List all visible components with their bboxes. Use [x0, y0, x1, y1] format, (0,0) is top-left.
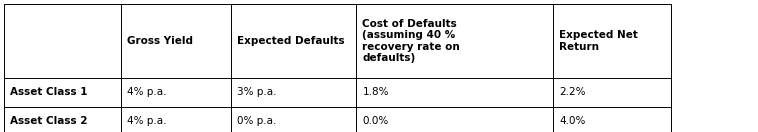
Text: Expected Defaults: Expected Defaults [237, 36, 345, 46]
Text: 1.8%: 1.8% [362, 87, 389, 97]
Text: Cost of Defaults
(assuming 40 %
recovery rate on
defaults): Cost of Defaults (assuming 40 % recovery… [362, 18, 460, 63]
Text: 2.2%: 2.2% [559, 87, 586, 97]
Text: Gross Yield: Gross Yield [127, 36, 193, 46]
Text: Asset Class 2: Asset Class 2 [10, 116, 87, 126]
Text: 0.0%: 0.0% [362, 116, 389, 126]
Bar [4, 4, 671, 132]
Text: 4% p.a.: 4% p.a. [127, 87, 167, 97]
Text: Expected Net
Return: Expected Net Return [559, 30, 638, 52]
Text: 4% p.a.: 4% p.a. [127, 116, 167, 126]
Text: 3% p.a.: 3% p.a. [237, 87, 277, 97]
Text: 0% p.a.: 0% p.a. [237, 116, 277, 126]
Text: Asset Class 1: Asset Class 1 [10, 87, 87, 97]
Text: 4.0%: 4.0% [559, 116, 586, 126]
